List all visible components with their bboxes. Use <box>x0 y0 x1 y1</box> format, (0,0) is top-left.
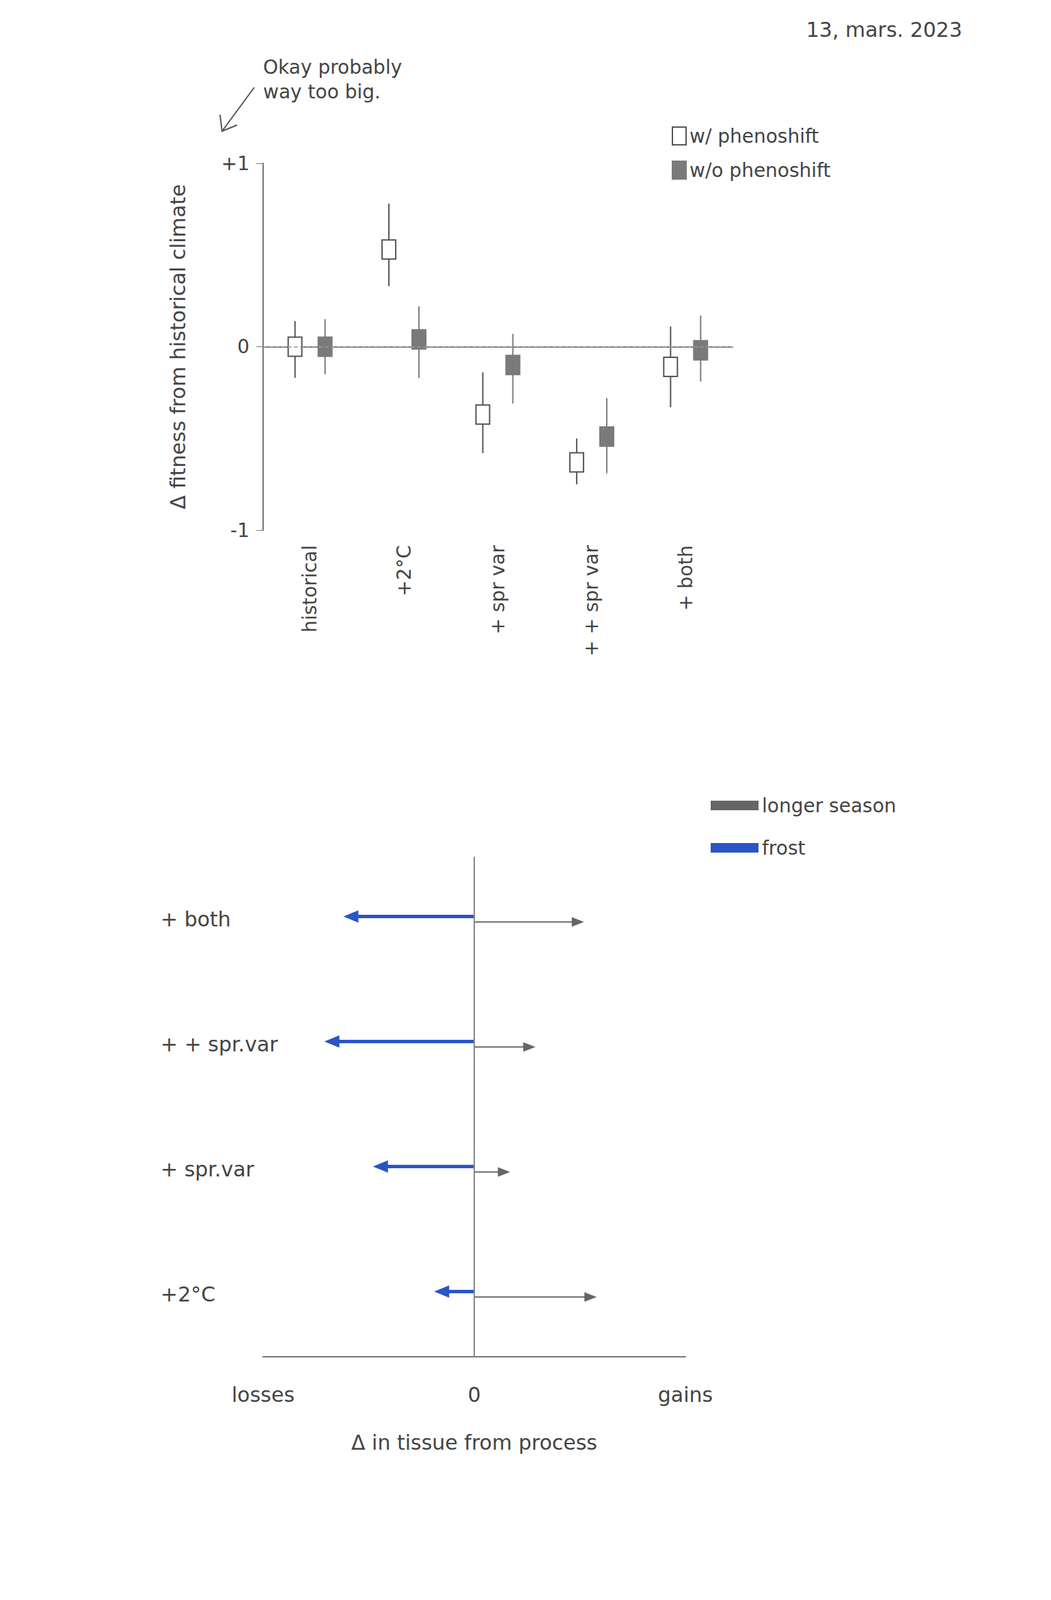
svg-text:+ + spr var: + + spr var <box>580 545 603 657</box>
svg-text:+2°C: +2°C <box>160 1282 216 1307</box>
svg-text:+ both: + both <box>674 545 698 611</box>
svg-text:frost: frost <box>761 837 805 860</box>
svg-text:w/ phenoshift: w/ phenoshift <box>689 125 819 148</box>
svg-text:+ spr.var: + spr.var <box>160 1157 255 1182</box>
svg-text:13, mars. 2023: 13, mars. 2023 <box>806 17 963 42</box>
svg-text:w/o phenoshift: w/o phenoshift <box>689 159 831 182</box>
svg-text:Okay probably: Okay probably <box>263 56 408 79</box>
svg-text:0: 0 <box>237 335 250 359</box>
svg-text:historical: historical <box>298 545 322 633</box>
svg-text:Δ fitness from historical clim: Δ fitness from historical climate <box>166 184 190 510</box>
svg-text:losses: losses <box>231 1383 295 1408</box>
svg-text:+ both: + both <box>160 907 231 932</box>
svg-text:Δ in tissue from process: Δ in tissue from process <box>351 1430 598 1455</box>
svg-text:+ + spr.var: + + spr.var <box>160 1032 279 1057</box>
svg-text:+2°C: +2°C <box>392 545 416 597</box>
svg-text:-1: -1 <box>230 519 250 542</box>
svg-text:+1: +1 <box>221 152 250 175</box>
svg-text:way too big.: way too big. <box>263 80 381 104</box>
svg-text:gains: gains <box>658 1383 713 1408</box>
svg-text:+ spr var: + spr var <box>486 545 510 635</box>
svg-text:longer season: longer season <box>761 794 897 818</box>
svg-text:0: 0 <box>467 1383 481 1408</box>
